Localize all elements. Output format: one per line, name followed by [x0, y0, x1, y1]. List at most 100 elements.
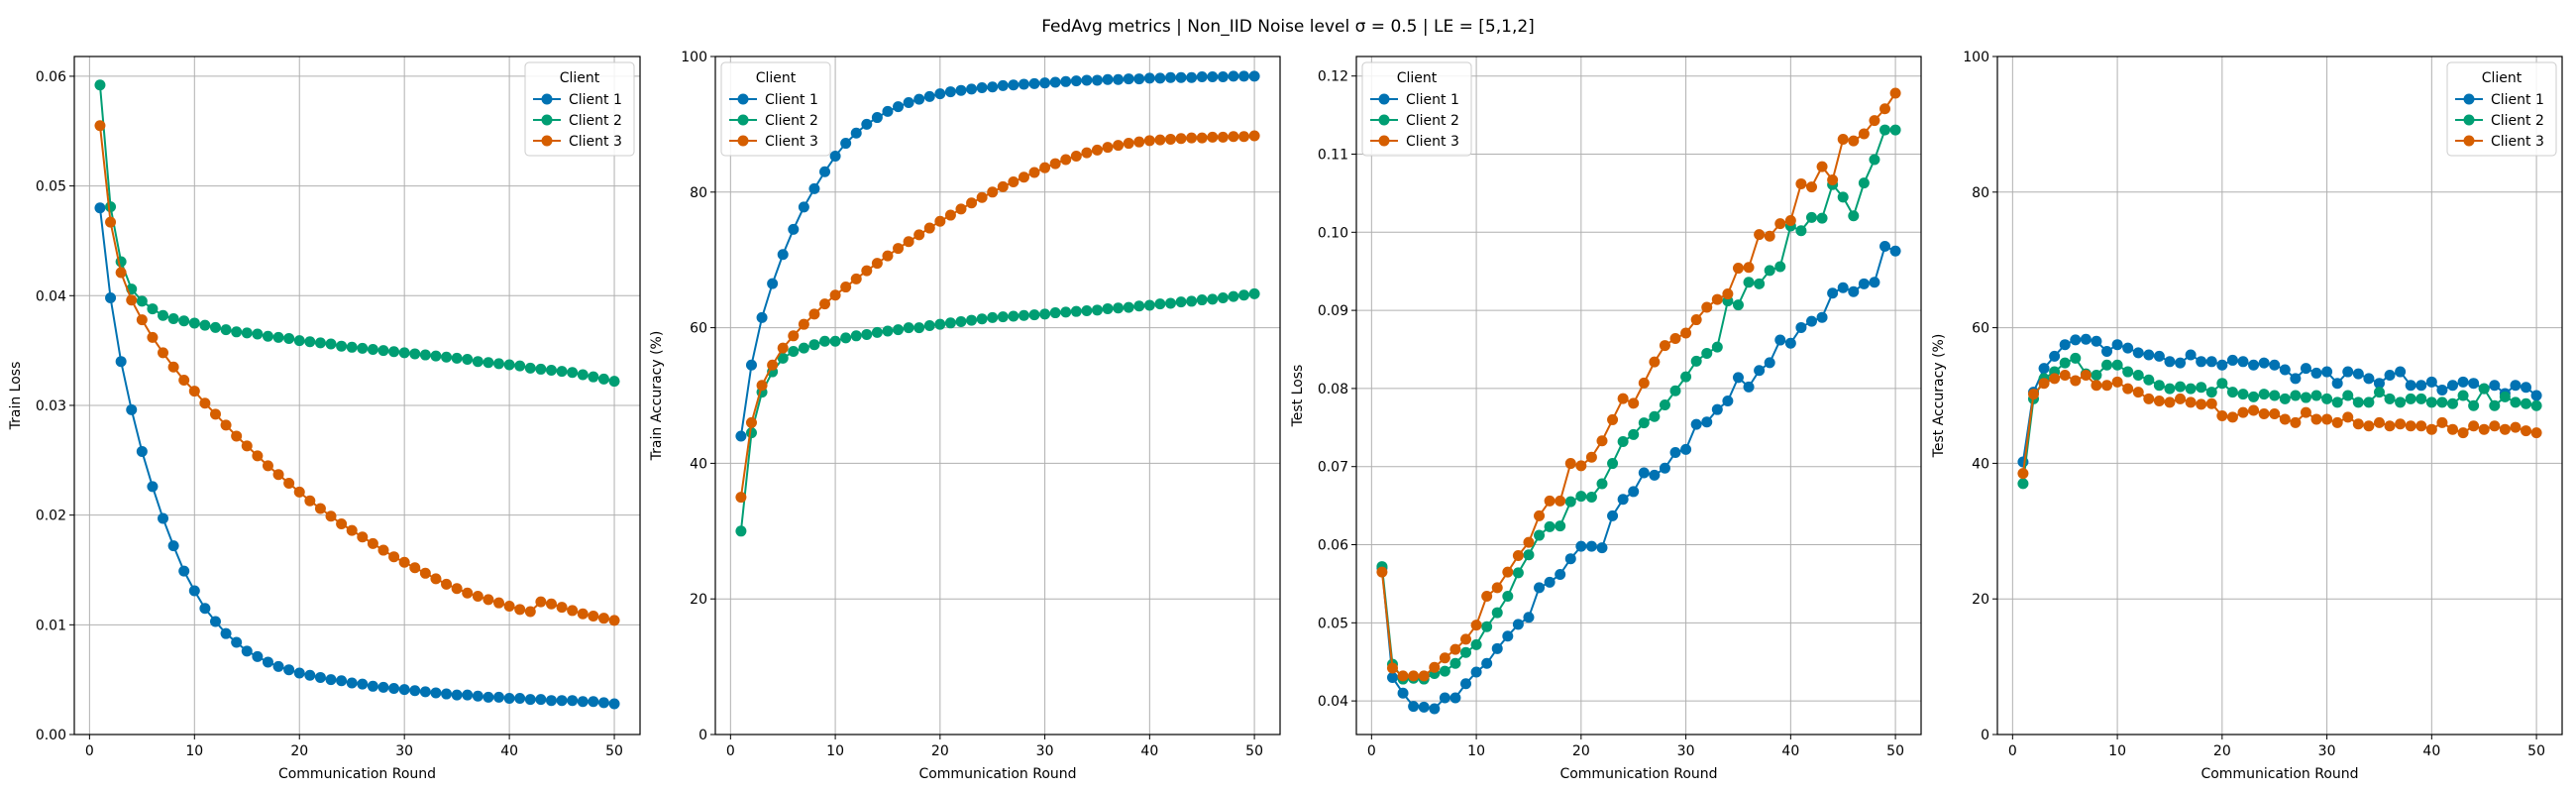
data-point-c2 — [545, 365, 557, 377]
data-point-c1 — [1879, 240, 1891, 252]
data-point-c2 — [2226, 387, 2238, 398]
axes-frame — [1355, 56, 1922, 736]
data-point-c1 — [1575, 540, 1587, 552]
data-point-c3 — [2027, 389, 2039, 400]
data-point-c1 — [1449, 692, 1461, 704]
data-point-c2 — [252, 328, 264, 340]
data-point-c1 — [556, 695, 568, 707]
chart-panel-3: 0 10 20 30 40 50 0.04 0.05 0.06 0.07 0.08 0.09 0.10 0… — [1290, 56, 1922, 782]
data-point-c2 — [893, 324, 905, 336]
data-point-c3 — [913, 229, 925, 241]
data-point-c2 — [1805, 211, 1817, 223]
data-point-c3 — [1207, 131, 1219, 143]
x-tick-label: 10 — [185, 743, 203, 759]
data-point-c1 — [1858, 278, 1870, 289]
series-c2 — [94, 79, 620, 388]
legend-marker-c1 — [737, 93, 749, 105]
legend-marker-c3 — [1378, 135, 1390, 147]
data-point-c1 — [2331, 378, 2343, 390]
data-point-c1 — [147, 481, 159, 493]
data-point-c2 — [1649, 410, 1661, 422]
data-point-c2 — [2310, 390, 2322, 401]
data-point-c2 — [1028, 309, 1040, 321]
legend-box — [2446, 61, 2557, 157]
data-point-c2 — [2205, 387, 2217, 398]
y-tick-label: 0.11 — [1318, 148, 1348, 164]
data-point-c1 — [1113, 73, 1125, 85]
y-tick-label: 0.05 — [1318, 616, 1348, 631]
data-point-c3 — [346, 524, 358, 536]
legend: Client Client 1 Client 2 Client 3 — [524, 61, 635, 157]
data-point-c3 — [325, 510, 337, 522]
chart-panel-2: 0 10 20 30 40 50 0 20 40 60 80 100 Communication Rou… — [649, 50, 1281, 782]
data-point-c3 — [1397, 670, 1409, 682]
data-point-c3 — [2111, 376, 2123, 388]
data-point-c3 — [1502, 566, 1514, 578]
legend-label-c1: Client 1 — [2491, 92, 2544, 108]
data-point-c2 — [2164, 383, 2176, 395]
data-point-c3 — [1596, 435, 1608, 447]
data-point-c1 — [136, 445, 148, 457]
series-c1 — [2017, 333, 2542, 468]
data-point-c1 — [788, 223, 800, 235]
x-axis-label: Communication Round — [918, 766, 1076, 782]
data-point-c1 — [1008, 79, 1020, 91]
data-point-c3 — [861, 265, 873, 277]
data-point-c1 — [2342, 366, 2354, 378]
legend-label-c3: Client 3 — [569, 134, 622, 150]
data-point-c1 — [472, 690, 483, 702]
data-point-c1 — [1805, 315, 1817, 327]
data-point-c1 — [535, 694, 547, 706]
data-point-c2 — [2468, 399, 2480, 411]
data-point-c2 — [1837, 191, 1849, 203]
data-point-c1 — [2521, 382, 2532, 394]
x-tick-label: 40 — [2422, 743, 2440, 759]
data-point-c3 — [1889, 87, 1901, 99]
data-point-c1 — [2132, 347, 2144, 359]
data-point-c3 — [808, 308, 820, 320]
data-point-c1 — [608, 698, 620, 710]
data-point-c2 — [419, 349, 431, 361]
data-point-c2 — [577, 369, 589, 381]
data-point-c2 — [2216, 378, 2228, 390]
data-point-c2 — [451, 352, 463, 364]
data-point-c1 — [777, 249, 789, 261]
data-point-c3 — [136, 314, 148, 326]
data-point-c3 — [1732, 263, 1744, 275]
data-point-c3 — [1754, 229, 1766, 241]
y-tick-label: 20 — [690, 592, 707, 608]
data-point-c1 — [388, 683, 400, 695]
data-point-c1 — [1217, 71, 1229, 83]
data-point-c2 — [199, 319, 211, 331]
data-point-c2 — [2352, 396, 2364, 408]
data-point-c3 — [1386, 662, 1398, 674]
data-point-c2 — [1575, 491, 1587, 503]
data-point-c2 — [1081, 305, 1093, 316]
data-point-c1 — [241, 645, 253, 657]
data-point-c1 — [997, 79, 1009, 91]
data-point-c1 — [829, 151, 841, 163]
legend-label-c1: Client 1 — [569, 92, 622, 108]
data-point-c3 — [1680, 327, 1692, 339]
legend-title: Client — [1397, 70, 1438, 86]
data-point-c1 — [514, 692, 526, 704]
y-tick-label: 0.03 — [36, 398, 66, 414]
data-point-c2 — [987, 311, 999, 323]
data-point-c1 — [2185, 349, 2197, 361]
chart-panel-4: 0 10 20 30 40 50 0 20 40 60 80 100 Communication Rou… — [1931, 50, 2563, 782]
data-point-c1 — [745, 359, 757, 371]
data-point-c3 — [2321, 413, 2333, 425]
data-point-c1 — [1186, 71, 1198, 83]
data-point-c3 — [441, 578, 453, 590]
data-point-c3 — [1638, 377, 1650, 389]
data-point-c3 — [304, 495, 316, 507]
data-point-c3 — [1869, 115, 1880, 127]
data-point-c3 — [2457, 427, 2469, 439]
data-point-c2 — [1869, 154, 1880, 166]
data-point-c3 — [1701, 301, 1713, 313]
data-point-c2 — [1123, 301, 1134, 313]
data-point-c3 — [745, 416, 757, 428]
x-tick-label: 40 — [1781, 743, 1799, 759]
data-point-c3 — [819, 298, 831, 310]
data-point-c3 — [1248, 130, 1260, 142]
